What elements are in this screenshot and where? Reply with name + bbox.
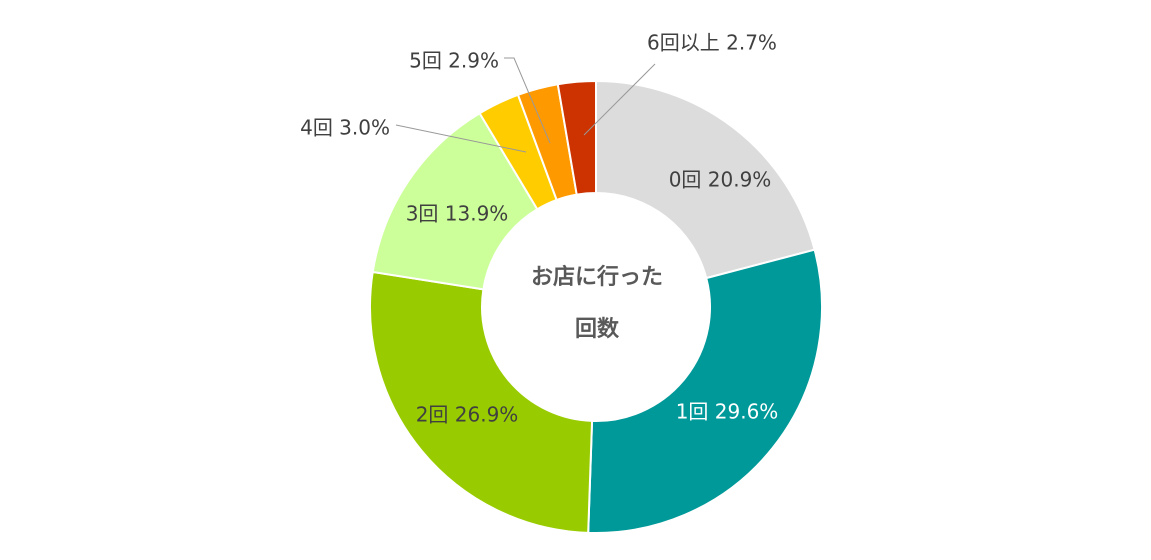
- leader-line-5: [504, 57, 551, 144]
- leader-line-4: [395, 124, 527, 153]
- donut-slices: [369, 79, 823, 534]
- chart-title-line-2: 回数: [575, 316, 620, 342]
- chart-title-line-1: お店に行った: [531, 264, 663, 290]
- data-label-5: 5回 2.9%: [409, 49, 499, 73]
- slice-1: [587, 248, 823, 534]
- data-label-4: 4回 3.0%: [300, 116, 390, 140]
- data-labels: 0回 20.9% 1回 29.6% 2回 26.9% 3回 13.9% 4回 3.0% 5…: [300, 31, 778, 427]
- leader-lines: [395, 57, 656, 153]
- slice-6-plus: [556, 79, 597, 196]
- data-label-3: 3回 13.9%: [406, 202, 509, 226]
- data-label-2: 2回 26.9%: [416, 403, 519, 427]
- data-label-1: 1回 29.6%: [676, 400, 779, 424]
- data-label-0: 0回 20.9%: [669, 168, 772, 192]
- slice-0: [595, 79, 816, 280]
- leader-line-6-plus: [583, 63, 656, 136]
- slice-2: [369, 270, 594, 534]
- data-label-6-plus: 6回以上 2.7%: [647, 31, 777, 55]
